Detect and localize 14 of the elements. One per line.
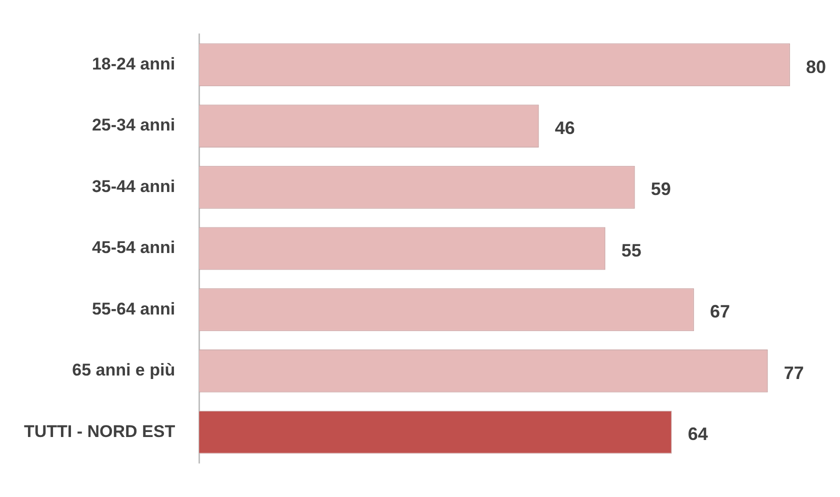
data-label: 67 bbox=[710, 302, 730, 322]
data-label: 64 bbox=[688, 424, 708, 444]
y-tick-label: 45-54 anni bbox=[92, 238, 176, 258]
y-tick-label: 55-64 anni bbox=[92, 299, 176, 318]
data-label: 77 bbox=[784, 362, 804, 383]
data-label: 59 bbox=[650, 179, 671, 200]
y-tick-label: 35-44 anni bbox=[92, 176, 176, 196]
data-label: 46 bbox=[554, 118, 575, 138]
y-tick-label: 18-24 anni bbox=[92, 54, 176, 74]
data-label: 80 bbox=[806, 56, 826, 77]
data-label: 55 bbox=[621, 240, 642, 260]
y-tick-label: 65 anni e più bbox=[72, 360, 176, 380]
y-tick-label: 25-34 anni bbox=[92, 116, 176, 135]
y-tick-label: TUTTI - NORD EST bbox=[24, 422, 176, 441]
